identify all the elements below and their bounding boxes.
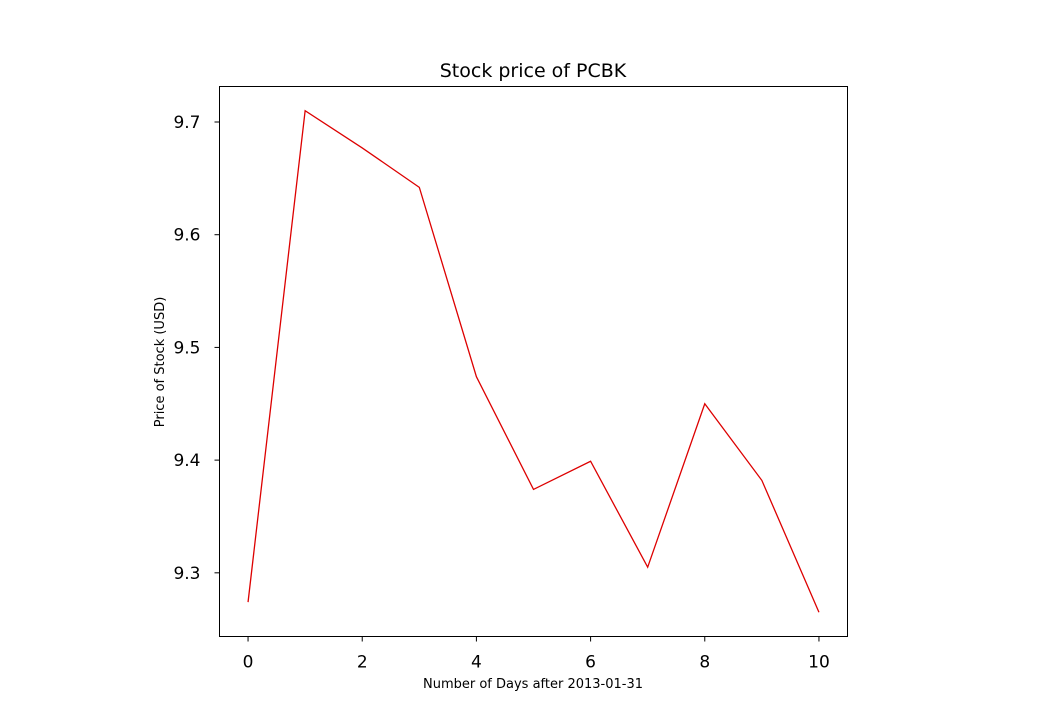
y-tick-label: 9.6	[173, 226, 200, 246]
chart-title: Stock price of PCBK	[440, 60, 627, 82]
plot-area-frame	[219, 86, 848, 637]
x-tick-label: 0	[243, 653, 254, 673]
y-tick-label: 9.4	[173, 451, 200, 471]
series-layer	[247, 109, 820, 613]
x-axis-label: Number of Days after 2013-01-31	[423, 677, 643, 692]
x-tick-label: 4	[471, 653, 482, 673]
y-tick-label: 9.3	[173, 564, 200, 584]
x-tick-label: 8	[699, 653, 710, 673]
x-tick-label: 2	[357, 653, 368, 673]
y-tick-label: 9.7	[173, 113, 200, 133]
y-tick-label: 9.5	[173, 338, 200, 358]
x-axis-ticks: 0 2 4 6 8 10	[243, 636, 830, 673]
x-tick-label: 10	[808, 653, 830, 673]
series-line	[247, 109, 820, 613]
y-axis-label: Price of Stock (USD)	[153, 297, 168, 428]
x-tick-label: 6	[585, 653, 596, 673]
y-axis-ticks: 9.3 9.4 9.5 9.6 9.7	[173, 113, 220, 584]
